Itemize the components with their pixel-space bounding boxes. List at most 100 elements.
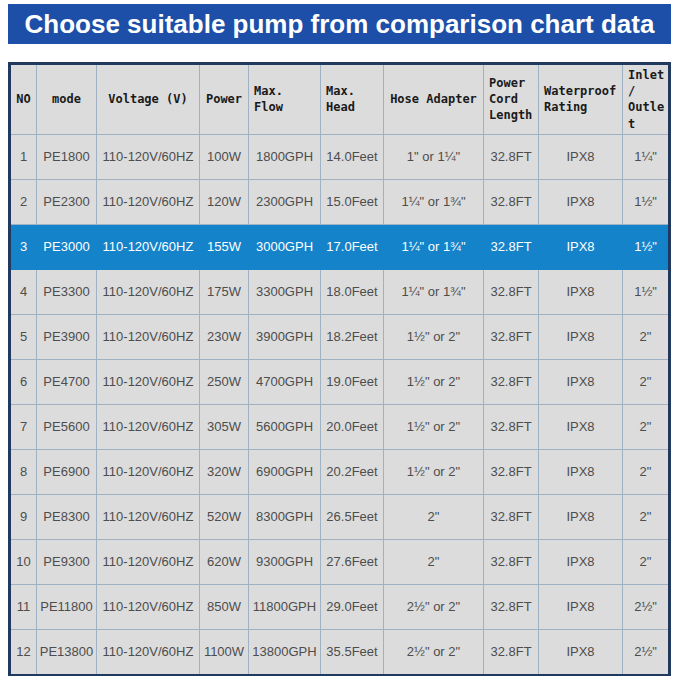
cell: IPX8	[539, 135, 623, 180]
cell: IPX8	[539, 405, 623, 450]
cell: 29.0Feet	[321, 585, 384, 630]
cell: 110-120V/60HZ	[97, 135, 200, 180]
table-row: 7PE5600110-120V/60HZ305W5600GPH20.0Feet1…	[11, 405, 668, 450]
cell: IPX8	[539, 180, 623, 225]
table-row: 5PE3900110-120V/60HZ230W3900GPH18.2Feet1…	[11, 315, 668, 360]
column-header: Power	[200, 65, 249, 135]
cell: PE1800	[37, 135, 97, 180]
cell: 32.8FT	[484, 270, 539, 315]
cell: 1" or 1¼"	[384, 135, 484, 180]
cell: 9	[11, 495, 37, 540]
cell: 1½" or 2"	[384, 405, 484, 450]
cell: 1½" or 2"	[384, 315, 484, 360]
cell: 155W	[200, 225, 249, 270]
cell: 32.8FT	[484, 585, 539, 630]
table-row: 6PE4700110-120V/60HZ250W4700GPH19.0Feet1…	[11, 360, 668, 405]
cell: 2"	[623, 495, 668, 540]
title-banner: Choose suitable pump from comparison cha…	[8, 4, 671, 44]
cell: 14.0Feet	[321, 135, 384, 180]
cell: 110-120V/60HZ	[97, 405, 200, 450]
cell: 2300GPH	[249, 180, 321, 225]
cell: 1800GPH	[249, 135, 321, 180]
cell: 20.0Feet	[321, 405, 384, 450]
table-row: 12PE13800110-120V/60HZ1100W13800GPH35.5F…	[11, 630, 668, 674]
cell: 6900GPH	[249, 450, 321, 495]
cell: 2"	[623, 315, 668, 360]
cell: 2"	[384, 495, 484, 540]
cell: 32.8FT	[484, 450, 539, 495]
table-row: 2PE2300110-120V/60HZ120W2300GPH15.0Feet1…	[11, 180, 668, 225]
cell: 1¼" or 1¾"	[384, 270, 484, 315]
cell: 15.0Feet	[321, 180, 384, 225]
cell: 6	[11, 360, 37, 405]
cell: 32.8FT	[484, 495, 539, 540]
table-row: 11PE11800110-120V/60HZ850W11800GPH29.0Fe…	[11, 585, 668, 630]
cell: 1½"	[623, 225, 668, 270]
pump-comparison-table: NOmodeVoltage (V)PowerMax. FlowMax. Head…	[8, 62, 671, 676]
cell: 1½"	[623, 180, 668, 225]
cell: PE3300	[37, 270, 97, 315]
cell: 110-120V/60HZ	[97, 540, 200, 585]
column-header: Voltage (V)	[97, 65, 200, 135]
cell: 850W	[200, 585, 249, 630]
cell: PE9300	[37, 540, 97, 585]
cell: 32.8FT	[484, 135, 539, 180]
cell: 3	[11, 225, 37, 270]
cell: 100W	[200, 135, 249, 180]
cell: 620W	[200, 540, 249, 585]
cell: 3300GPH	[249, 270, 321, 315]
cell: 2"	[623, 540, 668, 585]
cell: 5	[11, 315, 37, 360]
cell: 320W	[200, 450, 249, 495]
cell: 35.5Feet	[321, 630, 384, 674]
cell: 4	[11, 270, 37, 315]
column-header: Power Cord Length	[484, 65, 539, 135]
cell: 18.0Feet	[321, 270, 384, 315]
cell: PE6900	[37, 450, 97, 495]
cell: 110-120V/60HZ	[97, 225, 200, 270]
cell: 2"	[623, 405, 668, 450]
cell: 2"	[384, 540, 484, 585]
table-row: 8PE6900110-120V/60HZ320W6900GPH20.2Feet1…	[11, 450, 668, 495]
cell: IPX8	[539, 360, 623, 405]
table-row: 4PE3300110-120V/60HZ175W3300GPH18.0Feet1…	[11, 270, 668, 315]
cell: 18.2Feet	[321, 315, 384, 360]
cell: 110-120V/60HZ	[97, 630, 200, 674]
cell: 1	[11, 135, 37, 180]
cell: 110-120V/60HZ	[97, 315, 200, 360]
cell: 32.8FT	[484, 405, 539, 450]
column-header: Waterproof Rating	[539, 65, 623, 135]
cell: 11	[11, 585, 37, 630]
column-header: Max. Flow	[249, 65, 321, 135]
cell: PE3000	[37, 225, 97, 270]
cell: PE8300	[37, 495, 97, 540]
column-header: mode	[37, 65, 97, 135]
cell: IPX8	[539, 540, 623, 585]
cell: 2½"	[623, 585, 668, 630]
cell: 110-120V/60HZ	[97, 450, 200, 495]
cell: 110-120V/60HZ	[97, 180, 200, 225]
cell: 27.6Feet	[321, 540, 384, 585]
cell: PE3900	[37, 315, 97, 360]
cell: 110-120V/60HZ	[97, 495, 200, 540]
cell: IPX8	[539, 270, 623, 315]
cell: 32.8FT	[484, 360, 539, 405]
cell: 32.8FT	[484, 180, 539, 225]
table-row: 10PE9300110-120V/60HZ620W9300GPH27.6Feet…	[11, 540, 668, 585]
cell: 20.2Feet	[321, 450, 384, 495]
cell: 13800GPH	[249, 630, 321, 674]
cell: 1½" or 2"	[384, 450, 484, 495]
cell: 32.8FT	[484, 540, 539, 585]
cell: PE5600	[37, 405, 97, 450]
cell: 1¼"	[623, 135, 668, 180]
table-row: 9PE8300110-120V/60HZ520W8300GPH26.5Feet2…	[11, 495, 668, 540]
cell: 8300GPH	[249, 495, 321, 540]
cell: 4700GPH	[249, 360, 321, 405]
cell: 2"	[623, 450, 668, 495]
column-header: Max. Head	[321, 65, 384, 135]
cell: PE4700	[37, 360, 97, 405]
table-row: 3PE3000110-120V/60HZ155W3000GPH17.0Feet1…	[11, 225, 668, 270]
cell: 26.5Feet	[321, 495, 384, 540]
cell: 19.0Feet	[321, 360, 384, 405]
cell: 230W	[200, 315, 249, 360]
